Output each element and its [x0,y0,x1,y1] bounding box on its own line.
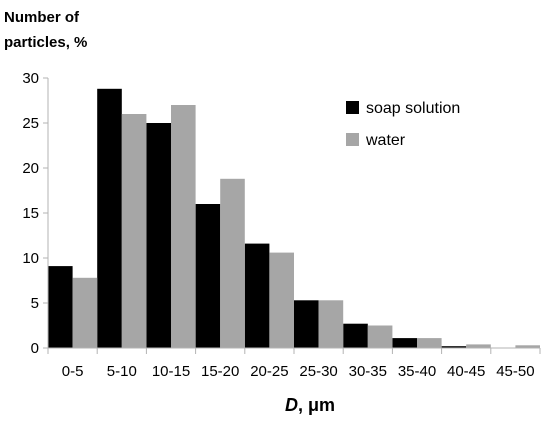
y-tick-label: 30 [22,70,39,87]
x-tick-label: 40-45 [447,363,485,380]
x-tick-label: 0-5 [62,363,84,380]
bar-water-30-35 [367,325,393,348]
y-axis-title-line2: particles, % [4,34,87,51]
legend-label-soap-solution: soap solution [366,100,460,117]
x-axis-title-symbol: D [285,395,298,415]
y-tick-label: 10 [22,250,39,267]
bar-water-10-15 [171,105,196,348]
y-tick-label: 0 [31,340,39,357]
x-axis-title-unit: , μm [298,395,335,415]
bar-soap-solution-30-35 [343,323,368,348]
x-tick-label: 25-30 [299,363,337,380]
bar-soap-solution-15-20 [195,204,221,348]
bar-soap-solution-20-25 [244,243,270,348]
x-axis-title: D, μm [285,395,335,415]
bars-group [48,88,540,349]
y-axis-title-line1: Number of [4,9,80,26]
bar-soap-solution-0-5 [48,266,73,348]
bar-water-40-45 [466,344,491,348]
bar-water-35-40 [417,338,442,348]
bar-water-45-50 [515,345,540,348]
y-tick-label: 25 [22,115,39,132]
bar-water-5-10 [121,114,147,348]
bar-water-20-25 [269,252,294,348]
y-axis-ticks: 0 5 10 15 20 25 30 [22,70,48,357]
x-tick-label: 20-25 [250,363,288,380]
legend-swatch-soap-solution [346,101,359,114]
bar-soap-solution-40-45 [441,346,467,348]
y-tick-label: 20 [22,160,39,177]
bar-soap-solution-25-30 [294,300,319,348]
y-tick-label: 5 [31,295,39,312]
x-axis-ticks: 0-5 5-10 10-15 15-20 20-25 25-30 30-35 35-40 40-… [47,348,541,380]
bar-soap-solution-35-40 [392,338,417,348]
legend-swatch-water [346,133,359,146]
bar-soap-solution-5-10 [97,88,122,349]
x-tick-label: 10-15 [152,363,190,380]
bar-soap-solution-10-15 [146,123,171,348]
bar-water-0-5 [72,277,98,348]
legend: soap solution water [346,100,460,149]
legend-label-water: water [365,132,406,149]
y-tick-label: 15 [22,205,39,222]
x-tick-label: 45-50 [496,363,534,380]
x-tick-label: 5-10 [107,363,137,380]
bar-water-15-20 [220,178,245,348]
bar-water-25-30 [318,300,344,348]
x-tick-label: 15-20 [201,363,239,380]
x-tick-label: 30-35 [349,363,387,380]
x-tick-label: 35-40 [398,363,436,380]
